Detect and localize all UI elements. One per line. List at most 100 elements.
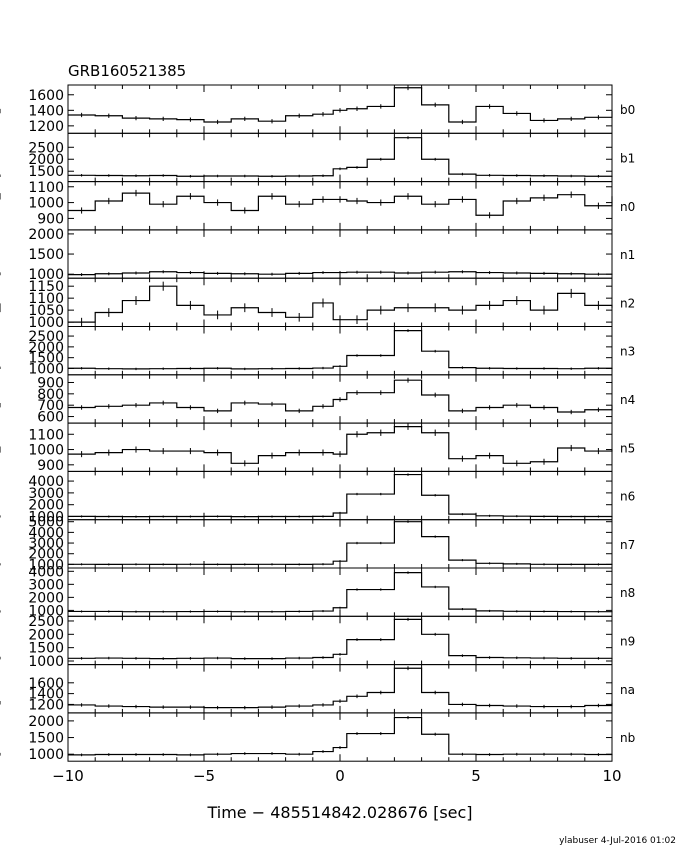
y-tick-label: 1000 (28, 443, 64, 459)
y-tick-label: 1600 (28, 676, 64, 692)
detector-label-n2: n2 (620, 296, 635, 310)
y-tick-label: 1000 (28, 315, 64, 331)
y-tick-label: 2000 (28, 498, 64, 514)
detector-label-nb: nb (620, 731, 635, 745)
y-tick-label: 3000 (28, 536, 64, 552)
y-tick-label: 1400 (28, 687, 64, 703)
x-tick-label: 10 (602, 767, 621, 785)
panel-frame-n3 (67, 326, 613, 376)
panel-frame-n1 (67, 229, 613, 279)
detector-label-b0: b0 (620, 103, 635, 117)
y-tick-label: 2500 (28, 140, 64, 156)
y-tick-label: 1000 (28, 267, 64, 283)
series-n5 (68, 426, 613, 464)
y-tick-label: 1500 (28, 641, 64, 657)
y-tick-label: 2000 (28, 340, 64, 356)
x-tick-label: −5 (193, 767, 215, 785)
y-tick-label: 1100 (28, 427, 64, 443)
y-tick-label: 2000 (28, 714, 64, 730)
series-n9 (68, 618, 613, 660)
detector-label-n5: n5 (620, 441, 635, 455)
y-tick-label: 3000 (28, 486, 64, 502)
series-b0 (68, 87, 613, 123)
panel-n1: 1000 1500 2000 n1 (0, 227, 635, 283)
y-tick-label: 4000 (28, 474, 64, 490)
x-axis: −10 −5 0 5 10 (52, 767, 621, 785)
y-tick-label: 2000 (28, 547, 64, 563)
y-tick-label: 1050 (28, 303, 64, 319)
detector-label-n6: n6 (620, 490, 635, 504)
panel-frame-n5 (67, 422, 613, 472)
panel-frame-n8 (67, 567, 613, 617)
y-tick-label: 900 (37, 458, 64, 474)
series-n1 (68, 271, 613, 276)
series-n3 (68, 330, 613, 370)
detector-label-n3: n3 (620, 345, 635, 359)
series-n7 (68, 521, 613, 565)
y-tick-label: 1150 (28, 279, 64, 295)
y-tick-label: 1000 (28, 196, 64, 212)
y-tick-label: 600 (37, 410, 64, 426)
x-tick-label: −10 (52, 767, 84, 785)
detector-label-na: na (620, 683, 635, 697)
y-tick-label: 3000 (28, 577, 64, 593)
panels-group: 120014001600b0150020002500b190010001100n… (0, 84, 635, 763)
y-tick-label: 2500 (28, 329, 64, 345)
y-tick-label: 2000 (28, 227, 64, 243)
y-tick-label: 1200 (28, 697, 64, 713)
y-tick-label: 1400 (28, 103, 64, 119)
y-tick-label: 4000 (28, 564, 64, 580)
y-tick-label: 2000 (28, 627, 64, 643)
x-tick-label: 0 (335, 767, 345, 785)
y-tick-label: 2500 (28, 614, 64, 630)
y-tick-label: 900 (37, 211, 64, 227)
series-n6 (68, 473, 613, 518)
y-tick-label: 1500 (28, 164, 64, 180)
chart-title: GRB160521385 (68, 62, 186, 80)
y-tick-label: 1000 (28, 510, 64, 526)
series-n0 (68, 192, 613, 216)
y-tick-label: 1000 (28, 747, 64, 763)
x-tick-label: 5 (471, 767, 481, 785)
y-tick-label: 2000 (28, 152, 64, 168)
detector-label-n7: n7 (620, 538, 635, 552)
detector-label-n8: n8 (620, 586, 635, 600)
series-b1 (68, 137, 613, 177)
y-tick-label: 1600 (28, 88, 64, 104)
panel-frame-b1 (67, 132, 613, 183)
y-tick-label: 1000 (28, 603, 64, 619)
y-tick-label: 4000 (28, 525, 64, 541)
y-tick-label: 900 (37, 375, 64, 391)
y-tick-label: 700 (37, 398, 64, 414)
y-tick-label: 1100 (28, 180, 64, 196)
y-tick-label: 1100 (28, 291, 64, 307)
series-n8 (68, 572, 613, 613)
y-tick-label: 1200 (28, 119, 64, 135)
series-n2 (68, 285, 613, 323)
y-tick-label: 5000 (28, 515, 64, 531)
y-tick-label: 1500 (28, 247, 64, 263)
footer-label: ylabuser 4-Jul-2016 01:02 (559, 836, 676, 846)
detector-label-b1: b1 (620, 151, 635, 165)
detector-label-n4: n4 (620, 393, 635, 407)
series-nb (68, 716, 613, 756)
detector-label-n9: n9 (620, 634, 635, 648)
detector-label-n1: n1 (620, 248, 635, 262)
y-tick-label: 800 (37, 387, 64, 403)
y-tick-label: 1500 (28, 351, 64, 367)
x-axis-label: Time − 485514842.028676 [sec] (206, 803, 472, 822)
y-tick-label: 1000 (28, 361, 64, 377)
y-tick-label: 2000 (28, 590, 64, 606)
y-tick-label: 1000 (28, 557, 64, 573)
